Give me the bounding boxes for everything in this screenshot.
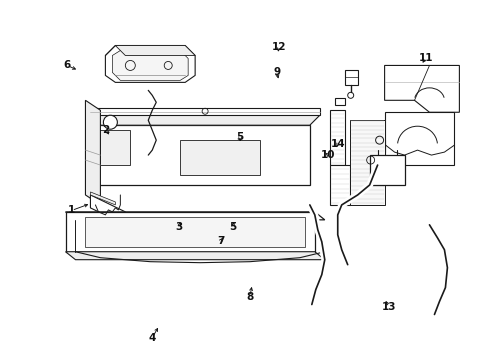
Text: 10: 10 (321, 150, 335, 160)
Text: 8: 8 (246, 292, 253, 302)
Polygon shape (369, 155, 405, 185)
Polygon shape (91, 115, 320, 125)
Polygon shape (330, 165, 350, 205)
Text: 2: 2 (102, 125, 109, 135)
Text: 14: 14 (331, 139, 345, 149)
Polygon shape (115, 45, 195, 55)
Polygon shape (91, 108, 320, 115)
Circle shape (103, 115, 118, 129)
Text: 5: 5 (229, 222, 236, 231)
Text: 7: 7 (217, 236, 224, 246)
Polygon shape (66, 212, 315, 252)
Polygon shape (385, 66, 460, 112)
Polygon shape (180, 140, 260, 175)
Polygon shape (91, 195, 125, 225)
Polygon shape (85, 100, 100, 205)
Polygon shape (335, 98, 345, 105)
Text: 9: 9 (273, 67, 280, 77)
Polygon shape (330, 110, 345, 165)
Polygon shape (112, 50, 188, 80)
Text: 1: 1 (68, 206, 75, 216)
Polygon shape (350, 120, 385, 205)
Polygon shape (96, 130, 130, 165)
Polygon shape (375, 140, 385, 152)
Text: 4: 4 (148, 333, 156, 343)
Polygon shape (91, 125, 310, 185)
Text: 13: 13 (382, 302, 396, 312)
Polygon shape (66, 212, 325, 220)
Text: 3: 3 (175, 222, 183, 231)
Text: 6: 6 (63, 60, 70, 70)
Text: 12: 12 (272, 42, 287, 52)
Polygon shape (91, 192, 115, 205)
Text: 11: 11 (418, 53, 433, 63)
Polygon shape (385, 112, 454, 165)
Polygon shape (66, 252, 325, 260)
Text: 5: 5 (237, 132, 244, 142)
Polygon shape (105, 45, 195, 82)
Polygon shape (345, 71, 358, 85)
Polygon shape (85, 217, 305, 247)
